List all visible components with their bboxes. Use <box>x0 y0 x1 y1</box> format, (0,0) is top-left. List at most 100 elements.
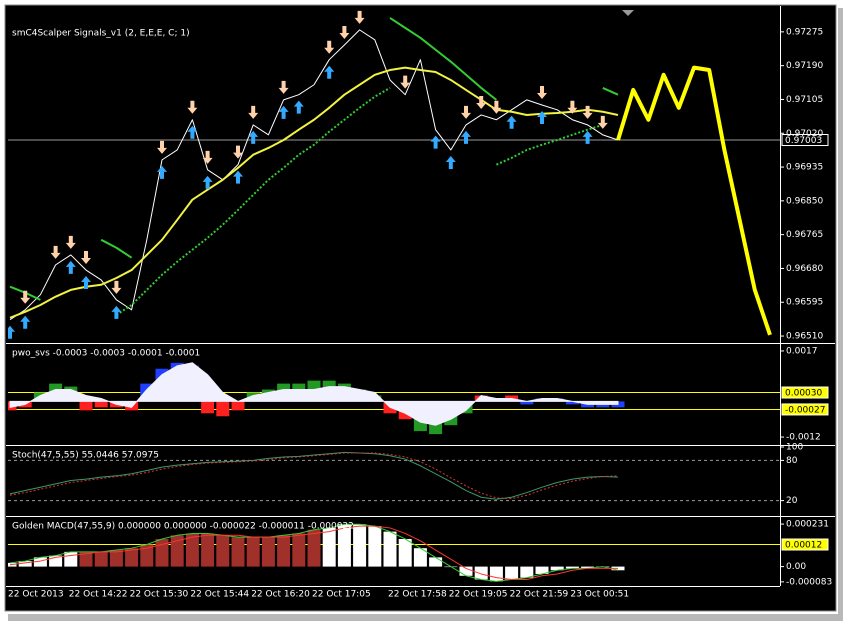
bar <box>429 557 443 567</box>
bar <box>79 401 93 411</box>
x-tick-label: 22 Oct 2013 <box>8 590 64 600</box>
current-price-box <box>781 134 829 147</box>
bar <box>368 526 382 567</box>
y-tick-label: 0.97190 <box>786 61 823 71</box>
bar <box>322 527 336 567</box>
buy-arrow <box>461 130 471 144</box>
buy-arrow <box>324 65 335 79</box>
bar <box>398 538 412 567</box>
level-label: -0.00027 <box>785 405 825 415</box>
y-tick-label: 0.0017 <box>786 346 818 356</box>
sell-arrow <box>157 140 167 154</box>
y-tick-label: 0.96595 <box>786 298 823 308</box>
panel-title: Stoch(47,5,55) 55.0446 57.0975 <box>12 451 159 461</box>
x-tick-label: 22 Oct 19:05 <box>449 590 508 600</box>
line <box>9 66 619 319</box>
sell-arrow <box>339 25 350 39</box>
y-tick-label: 0.97020 <box>786 129 823 139</box>
sell-arrow <box>111 280 122 294</box>
bar <box>550 566 564 571</box>
buy-arrow <box>81 276 91 290</box>
buy-arrow <box>506 115 517 129</box>
sell-arrow <box>567 100 578 114</box>
bar <box>109 550 123 567</box>
y-tick-label: 0.96765 <box>786 230 823 240</box>
level-label-box <box>781 403 829 416</box>
buy-arrow <box>430 135 441 149</box>
buy-arrow <box>278 105 289 119</box>
bar <box>565 401 579 405</box>
buy-arrow <box>8 325 15 339</box>
sell-arrow <box>582 105 593 119</box>
bar <box>33 557 47 567</box>
bar <box>216 401 230 417</box>
panel-title: smC4Scalper Signals_v1 (2, E,E,E, C; 1) <box>12 29 190 39</box>
bar <box>155 538 169 567</box>
x-tick-label: 22 Oct 15:30 <box>130 590 189 600</box>
sell-arrow <box>187 100 198 114</box>
bar <box>140 544 154 567</box>
bar <box>307 529 321 567</box>
bar <box>565 566 579 569</box>
panel-line <box>8 10 780 339</box>
sell-arrow <box>278 80 289 94</box>
bar <box>79 551 93 567</box>
sell-arrow <box>248 105 259 119</box>
bar <box>459 566 473 576</box>
bar <box>216 535 230 567</box>
sell-arrow <box>491 100 502 114</box>
buy-arrow <box>111 305 122 319</box>
x-tick-label: 22 Oct 17:05 <box>312 590 371 600</box>
y-tick-label: 0.96510 <box>786 332 823 342</box>
panel-line <box>8 451 780 502</box>
level-label-box <box>781 386 829 399</box>
y-tick-label: 0.97105 <box>786 95 823 105</box>
panel-title: pwo_svs -0.0003 -0.0003 -0.0001 -0.0001 <box>12 349 200 359</box>
bar <box>125 548 139 567</box>
buy-arrow <box>293 100 304 114</box>
level-label: 0.00030 <box>785 389 822 399</box>
bar <box>201 401 215 414</box>
sell-arrow <box>202 150 213 164</box>
bar <box>231 401 245 411</box>
bar <box>413 548 427 567</box>
line <box>9 29 619 321</box>
y-tick-label: -0.000083 <box>786 577 832 587</box>
line <box>616 65 772 336</box>
x-tick-label: 22 Oct 16:20 <box>251 590 310 600</box>
sell-arrow <box>354 10 365 24</box>
bar <box>337 524 351 567</box>
buy-arrow <box>248 130 259 144</box>
buy-arrow <box>20 315 31 329</box>
x-tick-label: 22 Oct 15:44 <box>190 590 249 600</box>
bar <box>277 535 291 567</box>
bar <box>520 401 534 405</box>
shift-marker <box>622 10 634 16</box>
buy-arrow <box>582 130 593 144</box>
bar <box>292 533 306 567</box>
bar <box>520 566 534 578</box>
x-tick-label: 22 Oct 21:59 <box>510 590 569 600</box>
sell-arrow <box>400 75 411 89</box>
line <box>9 525 618 580</box>
dotted-line <box>115 87 604 316</box>
buy-arrow <box>187 125 198 139</box>
x-tick-label: 22 Oct 14:22 <box>69 590 128 600</box>
sell-arrow <box>233 145 243 159</box>
window-shadow <box>8 614 843 621</box>
bar <box>474 566 488 580</box>
current-price-label: 0.97003 <box>785 136 822 146</box>
bar <box>64 551 78 567</box>
bar <box>231 537 245 567</box>
line <box>9 523 619 582</box>
buy-arrow <box>233 170 243 184</box>
y-tick-label: 100 <box>786 443 803 453</box>
bar <box>581 566 595 569</box>
buy-arrow <box>65 260 76 274</box>
bar <box>353 524 367 567</box>
area <box>9 362 619 426</box>
y-tick-label: 0.96935 <box>786 163 823 173</box>
bar <box>246 537 260 567</box>
bar <box>94 401 108 408</box>
